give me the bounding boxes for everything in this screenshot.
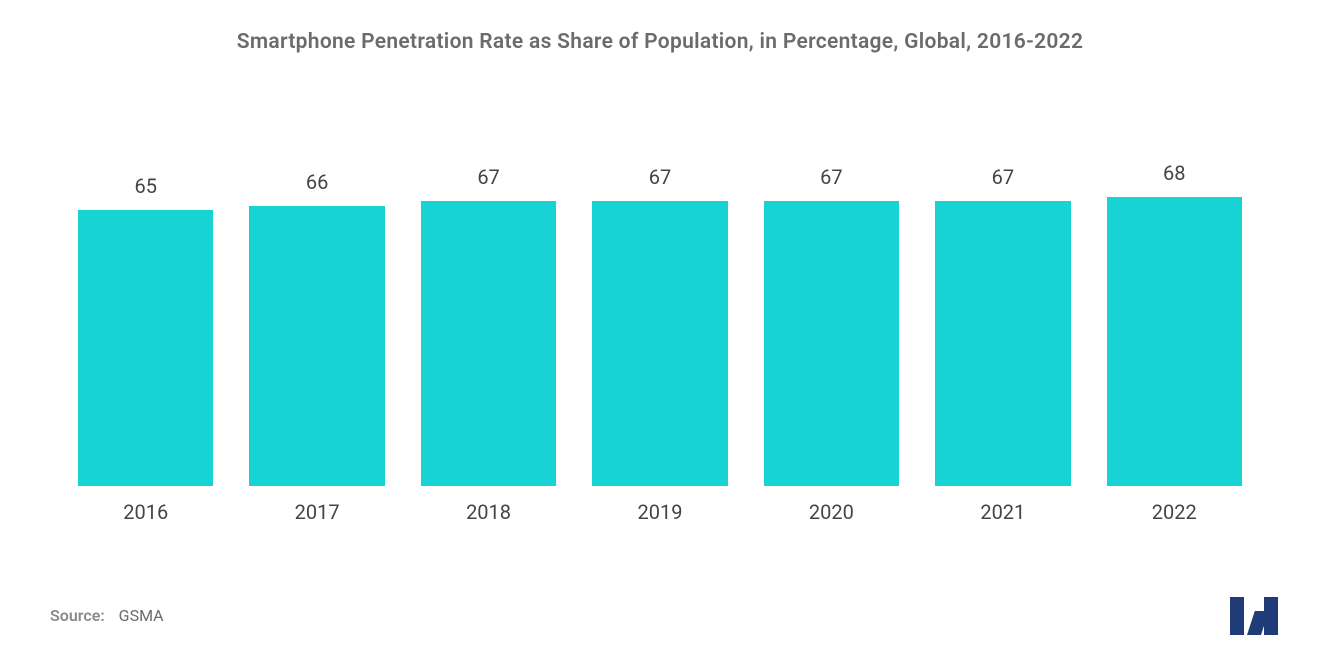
chart-title: Smartphone Penetration Rate as Share of …	[50, 30, 1270, 54]
bar	[78, 210, 213, 486]
bar-value-label: 67	[820, 165, 842, 189]
bar-group: 67 2018	[421, 165, 556, 524]
bar	[421, 201, 556, 486]
source-footer: Source: GSMA	[50, 606, 164, 625]
bar-group: 67 2019	[592, 165, 727, 524]
chart-container: Smartphone Penetration Rate as Share of …	[0, 0, 1320, 665]
bar-value-label: 67	[477, 165, 499, 189]
bar-group: 67 2020	[764, 165, 899, 524]
bar-category-label: 2020	[809, 500, 854, 524]
bar	[1107, 197, 1242, 486]
bar	[249, 206, 384, 487]
source-value: GSMA	[119, 606, 164, 625]
bar-value-label: 67	[992, 165, 1014, 189]
bar-value-label: 65	[134, 174, 156, 198]
brand-logo	[1230, 597, 1280, 635]
bar-category-label: 2016	[123, 500, 168, 524]
bar-group: 66 2017	[249, 170, 384, 525]
bar	[592, 201, 727, 486]
bar	[764, 201, 899, 486]
bar-category-label: 2022	[1152, 500, 1197, 524]
bar-group: 65 2016	[78, 174, 213, 524]
bar-group: 67 2021	[935, 165, 1070, 524]
logo-bar-1	[1230, 597, 1244, 635]
bar-category-label: 2017	[295, 500, 340, 524]
bar-value-label: 68	[1163, 161, 1185, 185]
bar	[935, 201, 1070, 486]
bar-category-label: 2021	[980, 500, 1025, 524]
bar-category-label: 2018	[466, 500, 511, 524]
source-label: Source:	[50, 606, 105, 625]
logo-bar-3	[1264, 597, 1278, 635]
bar-value-label: 66	[306, 170, 328, 194]
bar-group: 68 2022	[1107, 161, 1242, 524]
chart-plot-area: 65 2016 66 2017 67 2018 67 2019 67 2020 67 2021 68 20…	[50, 124, 1270, 524]
bar-category-label: 2019	[637, 500, 682, 524]
bar-value-label: 67	[649, 165, 671, 189]
